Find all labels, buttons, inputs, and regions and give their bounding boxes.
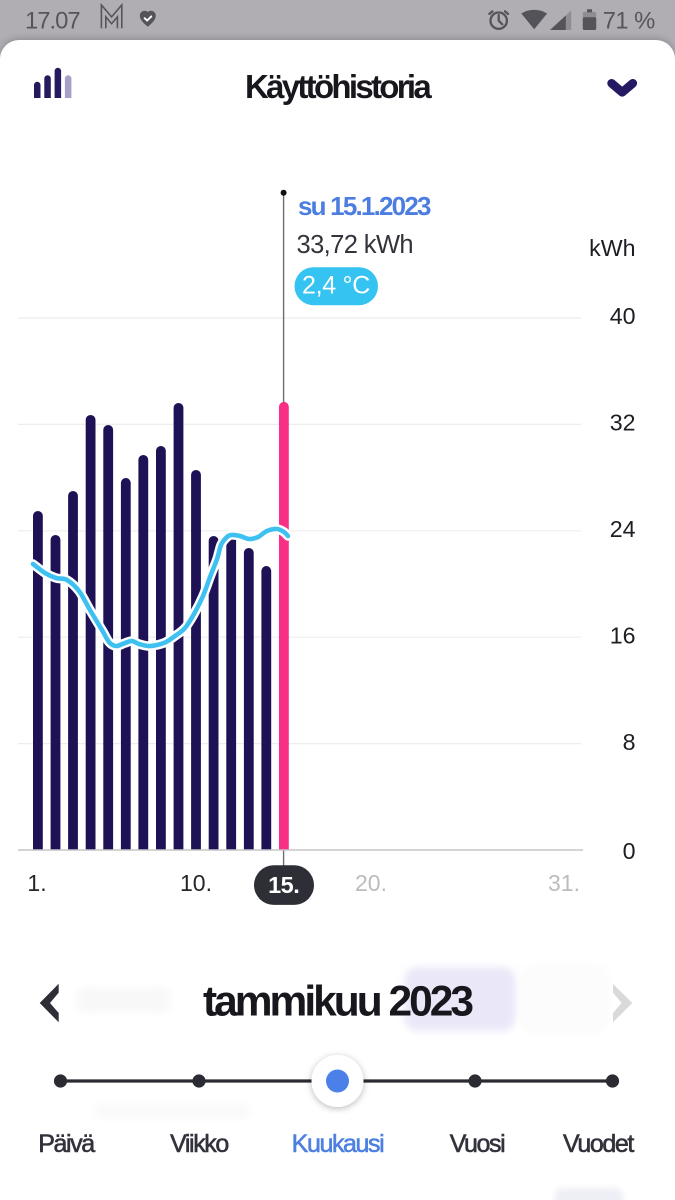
svg-text:kWh: kWh xyxy=(589,235,635,261)
svg-text:tammikuu 2023: tammikuu 2023 xyxy=(203,978,473,1025)
svg-text:Kuukausi: Kuukausi xyxy=(292,1130,384,1158)
svg-text:1.: 1. xyxy=(27,870,46,896)
svg-text:17.07: 17.07 xyxy=(25,8,80,35)
svg-text:15.: 15. xyxy=(268,872,299,898)
svg-text:10.: 10. xyxy=(180,870,212,896)
svg-text:Viikko: Viikko xyxy=(170,1130,228,1158)
svg-text:40: 40 xyxy=(610,303,636,329)
svg-text:2,4 °C: 2,4 °C xyxy=(302,272,370,300)
svg-text:32: 32 xyxy=(610,410,636,436)
svg-text:Vuosi: Vuosi xyxy=(450,1130,505,1158)
svg-text:71 %: 71 % xyxy=(603,8,655,35)
svg-text:24: 24 xyxy=(610,516,636,542)
svg-text:33,72 kWh: 33,72 kWh xyxy=(297,231,414,259)
svg-text:16: 16 xyxy=(610,623,636,649)
svg-text:su 15.1.2023: su 15.1.2023 xyxy=(298,191,431,221)
svg-text:20.: 20. xyxy=(355,870,387,896)
svg-text:Käyttöhistoria: Käyttöhistoria xyxy=(245,68,432,105)
svg-text:31.: 31. xyxy=(548,870,580,896)
svg-text:Vuodet: Vuodet xyxy=(563,1130,634,1158)
svg-text:0: 0 xyxy=(623,838,636,864)
svg-text:8: 8 xyxy=(623,729,636,755)
svg-text:Päivä: Päivä xyxy=(38,1130,95,1158)
